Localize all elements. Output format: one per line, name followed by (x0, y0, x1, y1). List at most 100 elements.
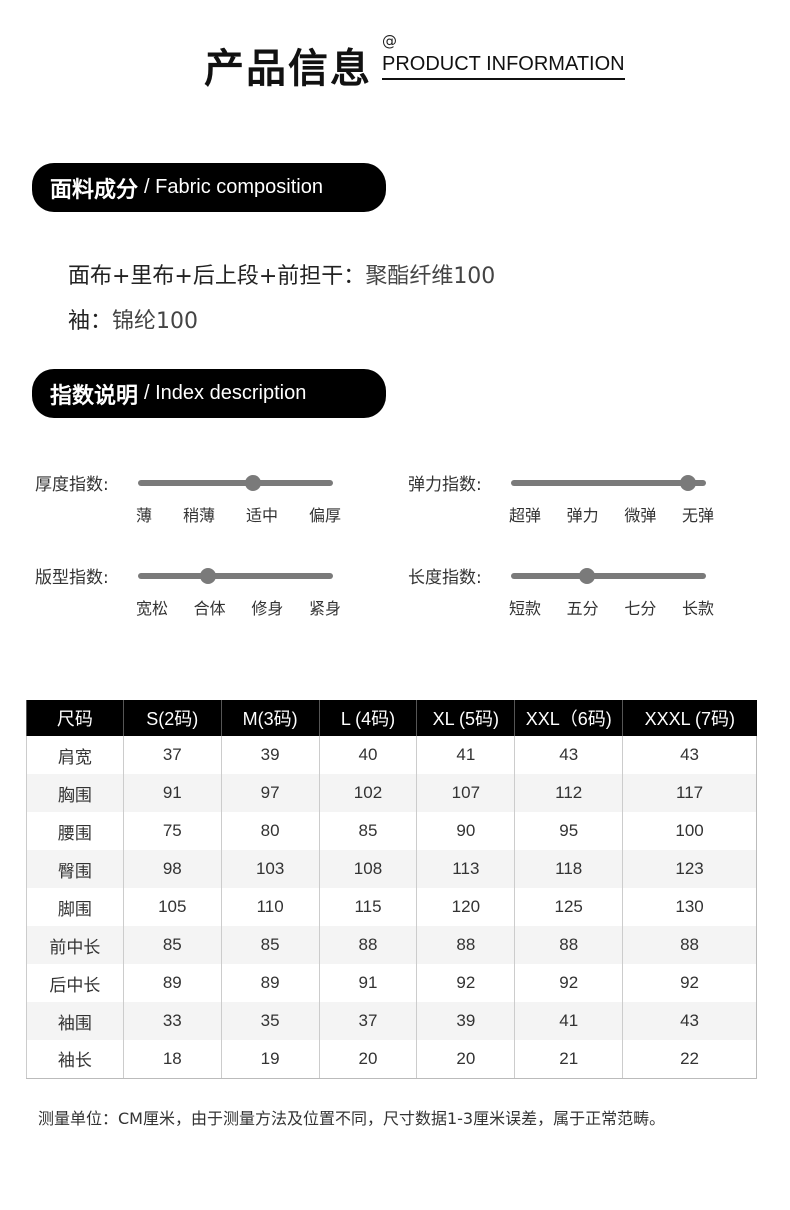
slider-knob (579, 568, 596, 584)
column-header: S(2码) (122, 700, 222, 736)
size-table: 尺码 S(2码) M(3码) L (4码) XL (5码) XXL（6码) XXXL (7码… (26, 700, 757, 1079)
index-slider (138, 568, 333, 584)
fabric-label: 面布+里布+后上段+前担干： (68, 264, 366, 289)
row-label: 脚围 (26, 888, 124, 926)
table-cell: 130 (622, 888, 757, 926)
table-cell: 41 (514, 1002, 623, 1040)
table-row: 前中长 85 85 88 88 88 88 (26, 926, 757, 964)
table-row: 后中长 89 89 91 92 92 92 (26, 964, 757, 1002)
page-title: 产品信息 (204, 46, 372, 92)
index-slider (511, 568, 706, 584)
table-cell: 37 (318, 1002, 417, 1040)
slider-tick: 五分 (566, 599, 599, 618)
page-subtitle: PRODUCT INFORMATION (382, 53, 625, 80)
index-section-header: 指数说明 / Index description (32, 369, 386, 418)
table-row: 腰围 75 80 85 90 95 100 (26, 812, 757, 850)
slider-ticks: 超弹 弹力 微弹 无弹 (509, 502, 714, 526)
table-cell: 102 (318, 774, 417, 812)
column-header: L (4码) (318, 700, 417, 736)
table-cell: 112 (514, 774, 623, 812)
table-cell: 88 (514, 926, 623, 964)
row-label: 袖长 (26, 1040, 124, 1079)
table-cell: 98 (122, 850, 222, 888)
table-cell: 88 (318, 926, 417, 964)
table-cell: 107 (416, 774, 515, 812)
at-symbol: @ (382, 32, 397, 50)
slider-label: 弹力指数: (408, 475, 482, 495)
row-label: 肩宽 (26, 736, 124, 774)
table-cell: 35 (220, 1002, 320, 1040)
table-cell: 20 (416, 1040, 515, 1079)
slider-knob (245, 475, 262, 491)
slider-tick: 偏厚 (308, 506, 341, 525)
column-header: XXXL (7码) (622, 700, 757, 736)
table-cell: 108 (318, 850, 417, 888)
table-cell: 92 (622, 964, 757, 1002)
table-cell: 95 (514, 812, 623, 850)
table-cell: 110 (220, 888, 320, 926)
table-cell: 88 (416, 926, 515, 964)
slider-tick: 紧身 (308, 599, 341, 618)
row-label: 腰围 (26, 812, 124, 850)
table-row: 肩宽 37 39 40 41 43 43 (26, 736, 757, 774)
section-title: 指数说明 (50, 383, 139, 409)
slider-tick: 修身 (251, 599, 284, 618)
table-cell: 22 (622, 1040, 757, 1079)
table-cell: 103 (220, 850, 320, 888)
table-cell: 19 (220, 1040, 320, 1079)
table-row: 胸围 91 97 102 107 112 117 (26, 774, 757, 812)
fabric-label: 袖： (68, 309, 113, 334)
table-row: 袖长 18 19 20 20 21 22 (26, 1040, 757, 1079)
table-cell: 85 (220, 926, 320, 964)
slider-tick: 弹力 (566, 506, 599, 525)
table-cell: 40 (318, 736, 417, 774)
table-cell: 89 (122, 964, 222, 1002)
index-slider (511, 475, 706, 491)
slider-tick: 微弹 (624, 506, 657, 525)
slider-tick: 无弹 (681, 506, 714, 525)
row-label: 袖围 (26, 1002, 124, 1040)
slider-label: 版型指数: (35, 568, 109, 588)
table-cell: 43 (622, 1002, 757, 1040)
slider-knob (200, 568, 217, 584)
table-cell: 88 (622, 926, 757, 964)
table-cell: 43 (514, 736, 623, 774)
slider-ticks: 薄 稍薄 适中 偏厚 (136, 502, 341, 526)
table-cell: 41 (416, 736, 515, 774)
table-cell: 105 (122, 888, 222, 926)
table-cell: 92 (514, 964, 623, 1002)
table-cell: 37 (122, 736, 222, 774)
slider-label: 长度指数: (408, 568, 482, 588)
slider-tick: 短款 (509, 599, 542, 618)
slider-tick: 宽松 (136, 599, 169, 618)
table-cell: 43 (622, 736, 757, 774)
table-row: 脚围 105 110 115 120 125 130 (26, 888, 757, 926)
section-title: 面料成分 (50, 177, 139, 203)
table-cell: 33 (122, 1002, 222, 1040)
fabric-value: 锦纶100 (112, 309, 199, 334)
measurement-note: 测量单位：CM厘米，由于测量方法及位置不同，尺寸数据1-3厘米误差，属于正常范畴… (38, 1109, 666, 1128)
slider-ticks: 短款 五分 七分 长款 (509, 595, 714, 619)
row-label: 前中长 (26, 926, 124, 964)
table-cell: 91 (122, 774, 222, 812)
table-cell: 39 (416, 1002, 515, 1040)
slider-tick: 长款 (681, 599, 714, 618)
table-cell: 39 (220, 736, 320, 774)
slider-tick: 稍薄 (182, 506, 215, 525)
table-cell: 18 (122, 1040, 222, 1079)
slider-tick: 薄 (136, 506, 153, 525)
table-cell: 21 (514, 1040, 623, 1079)
table-cell: 115 (318, 888, 417, 926)
fabric-section-header: 面料成分 / Fabric composition (32, 163, 386, 212)
index-slider (138, 475, 333, 491)
table-cell: 113 (416, 850, 515, 888)
table-cell: 120 (416, 888, 515, 926)
row-label: 后中长 (26, 964, 124, 1002)
slider-tick: 适中 (245, 506, 278, 525)
table-cell: 125 (514, 888, 623, 926)
table-cell: 97 (220, 774, 320, 812)
table-cell: 80 (220, 812, 320, 850)
slider-label: 厚度指数: (35, 475, 109, 495)
table-row: 臀围 98 103 108 113 118 123 (26, 850, 757, 888)
table-row: 袖围 33 35 37 39 41 43 (26, 1002, 757, 1040)
